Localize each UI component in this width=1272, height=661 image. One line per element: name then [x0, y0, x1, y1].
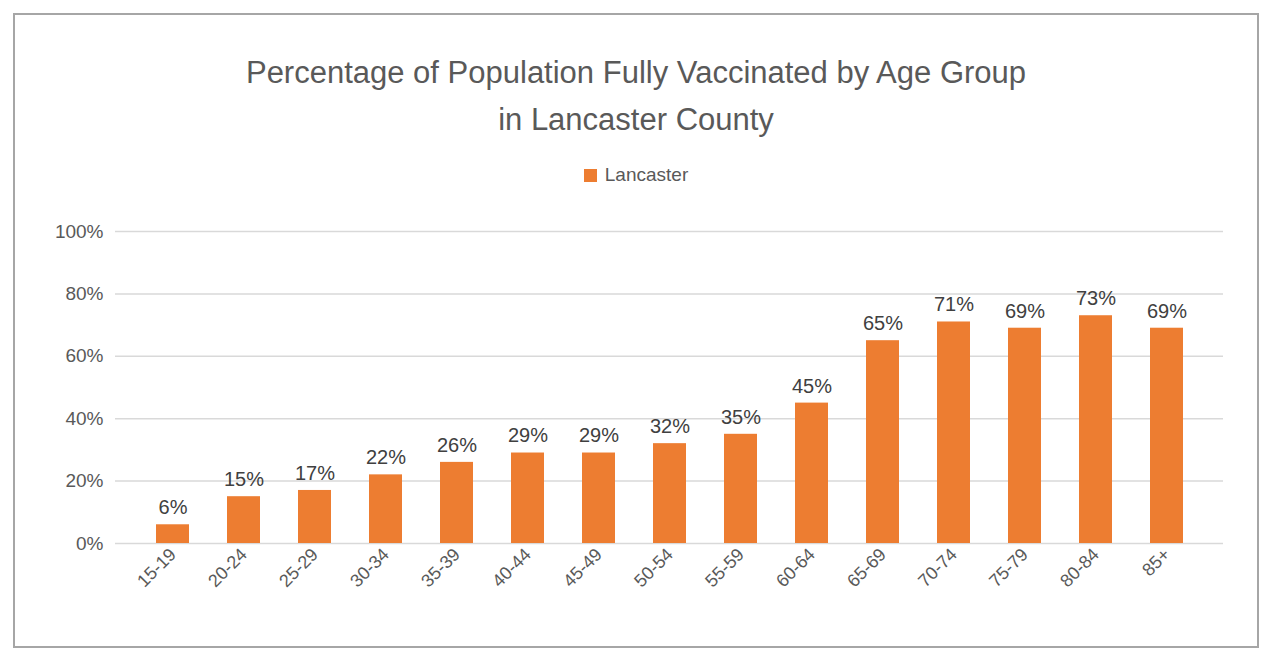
svg-text:65-69: 65-69: [843, 544, 890, 591]
svg-text:80-84: 80-84: [1056, 544, 1103, 591]
svg-text:73%: 73%: [1076, 287, 1116, 309]
html-text:Percentage of Population Fully: Percentage of Population Fully Vaccinate…: [246, 55, 1026, 90]
svg-text:50-54: 50-54: [630, 544, 677, 591]
svg-text:17%: 17%: [295, 462, 335, 484]
svg-text:25-29: 25-29: [275, 544, 322, 591]
svg-text:60-64: 60-64: [772, 544, 819, 591]
svg-text:6%: 6%: [159, 496, 188, 518]
svg-text:40-44: 40-44: [488, 544, 535, 591]
svg-text:35%: 35%: [721, 406, 761, 428]
svg-text:29%: 29%: [579, 424, 619, 446]
svg-text:20-24: 20-24: [204, 544, 251, 591]
svg-text:15-19: 15-19: [133, 544, 180, 591]
svg-text:80%: 80%: [65, 283, 103, 304]
svg-text:26%: 26%: [437, 434, 477, 456]
svg-text:69%: 69%: [1147, 300, 1187, 322]
svg-text:71%: 71%: [934, 293, 974, 315]
svg-text:75-79: 75-79: [985, 544, 1032, 591]
html-text:in Lancaster County: in Lancaster County: [498, 102, 774, 137]
svg-text:45-49: 45-49: [559, 544, 606, 591]
svg-text:65%: 65%: [863, 312, 903, 334]
svg-text:70-74: 70-74: [914, 544, 961, 591]
html-text:Lancaster: Lancaster: [604, 164, 689, 185]
svg-text:45%: 45%: [792, 375, 832, 397]
svg-text:40%: 40%: [65, 408, 103, 429]
svg-text:22%: 22%: [366, 446, 406, 468]
svg-text:0%: 0%: [76, 533, 104, 554]
svg-text:100%: 100%: [55, 221, 104, 242]
svg-text:30-34: 30-34: [346, 544, 393, 591]
svg-text:60%: 60%: [65, 345, 103, 366]
svg-text:32%: 32%: [650, 415, 690, 437]
svg-text:85+: 85+: [1138, 544, 1174, 580]
svg-text:55-59: 55-59: [701, 544, 748, 591]
svg-text:35-39: 35-39: [417, 544, 464, 591]
svg-text:69%: 69%: [1005, 300, 1045, 322]
svg-text:20%: 20%: [65, 470, 103, 491]
svg-text:15%: 15%: [224, 468, 264, 490]
svg-text:29%: 29%: [508, 424, 548, 446]
